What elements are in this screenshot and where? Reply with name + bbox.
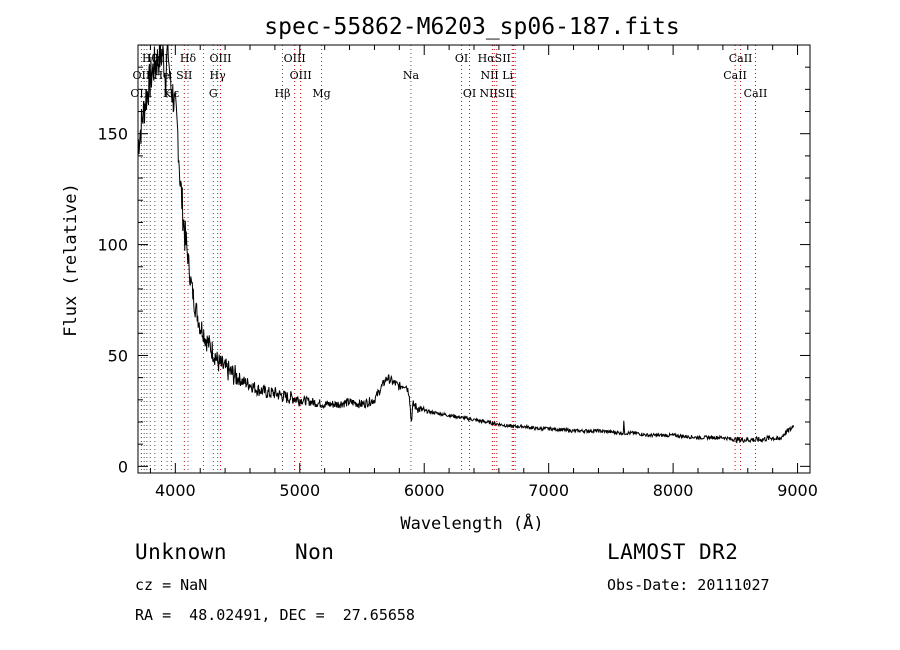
- x-axis-label: Wavelength (Å): [400, 512, 543, 534]
- y-tick-label: 50: [108, 346, 128, 365]
- spectral-line-label: OIII: [290, 69, 312, 82]
- spectral-line-label: CaII: [744, 87, 768, 100]
- spectral-line-label: CaII: [729, 52, 753, 65]
- plot-frame: [137, 44, 811, 474]
- spectral-line-label: Hδ: [180, 52, 197, 65]
- observation-date: Obs-Date: 20111027: [607, 576, 770, 594]
- spectrum-line: [137, 44, 795, 444]
- y-tick-label: 150: [97, 125, 128, 144]
- spectral-line-label: OIII: [284, 52, 306, 65]
- y-axis-label: Flux (relative): [61, 183, 81, 337]
- chart-title: spec-55862-M6203_sp06-187.fits: [264, 14, 679, 40]
- y-tick-label: 100: [97, 236, 128, 255]
- y-tick-label: 0: [118, 457, 128, 476]
- x-tick-label: 6000: [404, 481, 445, 500]
- spectral-line-label: Na: [403, 69, 420, 82]
- spectral-line-label: Mg: [312, 87, 330, 100]
- spectral-line-label: G: [209, 87, 218, 100]
- spectral-line-label: HαSII: [478, 52, 511, 65]
- spectral-line-label: K: [163, 87, 172, 100]
- spectral-line-label: OII: [133, 69, 151, 82]
- x-tick-label: 7000: [528, 481, 569, 500]
- x-tick-label: 8000: [653, 481, 694, 500]
- spectral-line-label: Hβ: [275, 87, 291, 100]
- spectral-line-label: CaII: [723, 69, 747, 82]
- spectral-line-label: SII: [176, 69, 192, 82]
- x-tick-label: 4000: [155, 481, 196, 500]
- spectral-line-label: OI: [463, 87, 476, 100]
- object-subclass: Non: [295, 540, 335, 564]
- x-tick-label: 5000: [279, 481, 320, 500]
- ra-dec-coordinates: RA = 48.02491, DEC = 27.65658: [135, 606, 415, 624]
- spectral-line-label: OIII: [209, 52, 231, 65]
- spectral-line-label: Hγ: [210, 69, 227, 82]
- x-axis-ticks: 4000 5000 6000 7000 8000 9000: [149, 45, 818, 500]
- spectral-line-label: He: [153, 69, 169, 82]
- spectral-line-label: NII Li: [480, 69, 513, 82]
- y-axis-ticks: 0 50 100 150: [97, 66, 810, 476]
- spectral-line-label: NIISII: [479, 87, 514, 100]
- object-class: Unknown: [135, 540, 228, 564]
- redshift-cz: cz = NaN: [135, 576, 208, 594]
- spectral-line-label: OI: [455, 52, 468, 65]
- x-tick-label: 9000: [777, 481, 818, 500]
- spectral-line-markers: [140, 45, 756, 473]
- survey-name: LAMOST DR2: [607, 540, 739, 564]
